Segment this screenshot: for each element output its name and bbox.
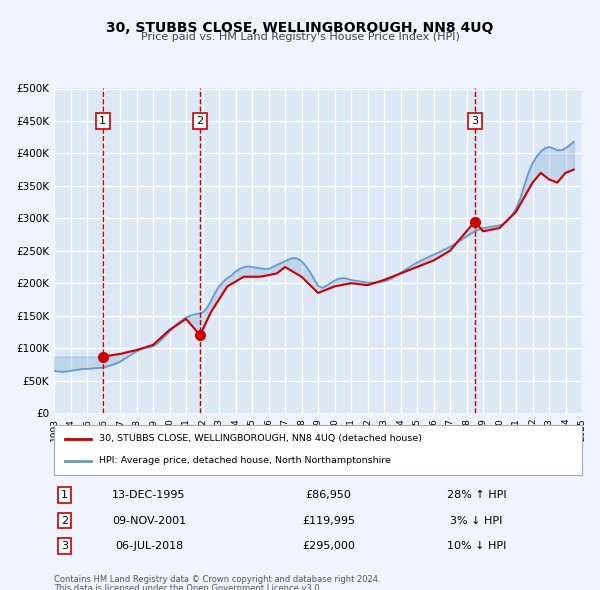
Text: 2: 2: [196, 116, 203, 126]
Text: 3% ↓ HPI: 3% ↓ HPI: [450, 516, 503, 526]
Text: 30, STUBBS CLOSE, WELLINGBOROUGH, NN8 4UQ: 30, STUBBS CLOSE, WELLINGBOROUGH, NN8 4U…: [106, 21, 494, 35]
Text: 3: 3: [61, 541, 68, 551]
Text: 1: 1: [99, 116, 106, 126]
Text: Price paid vs. HM Land Registry's House Price Index (HPI): Price paid vs. HM Land Registry's House …: [140, 32, 460, 42]
Text: 10% ↓ HPI: 10% ↓ HPI: [447, 541, 506, 551]
Text: £86,950: £86,950: [305, 490, 352, 500]
Text: 1: 1: [61, 490, 68, 500]
Text: 09-NOV-2001: 09-NOV-2001: [112, 516, 186, 526]
Text: This data is licensed under the Open Government Licence v3.0.: This data is licensed under the Open Gov…: [54, 584, 322, 590]
Text: 2: 2: [61, 516, 68, 526]
Text: £295,000: £295,000: [302, 541, 355, 551]
Text: 3: 3: [471, 116, 478, 126]
Text: HPI: Average price, detached house, North Northamptonshire: HPI: Average price, detached house, Nort…: [99, 457, 391, 466]
Text: 06-JUL-2018: 06-JUL-2018: [115, 541, 183, 551]
Text: 13-DEC-1995: 13-DEC-1995: [112, 490, 186, 500]
Text: Contains HM Land Registry data © Crown copyright and database right 2024.: Contains HM Land Registry data © Crown c…: [54, 575, 380, 584]
Text: 28% ↑ HPI: 28% ↑ HPI: [446, 490, 506, 500]
Text: 30, STUBBS CLOSE, WELLINGBOROUGH, NN8 4UQ (detached house): 30, STUBBS CLOSE, WELLINGBOROUGH, NN8 4U…: [99, 434, 422, 443]
Text: £119,995: £119,995: [302, 516, 355, 526]
